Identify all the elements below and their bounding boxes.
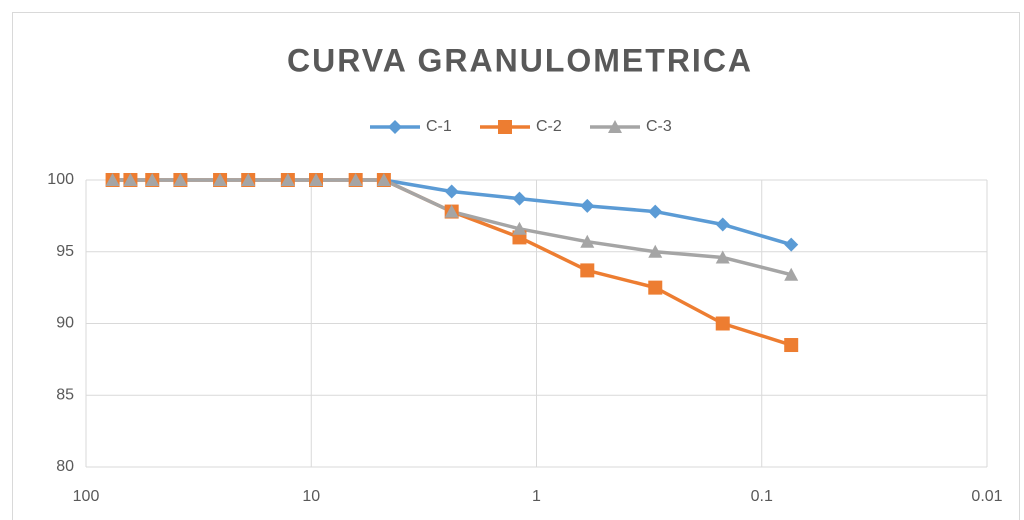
data-point — [580, 198, 595, 213]
y-tick-label: 85 — [56, 386, 74, 403]
y-tick-label: 95 — [56, 243, 74, 260]
data-point — [145, 173, 160, 186]
data-point — [648, 280, 663, 295]
x-tick-label: 10 — [302, 488, 320, 505]
y-tick-label: 80 — [56, 458, 74, 475]
y-tick-label: 90 — [56, 315, 74, 332]
data-point — [444, 204, 459, 218]
data-point — [444, 184, 459, 199]
chart-title: CURVA GRANULOMETRICA — [287, 42, 753, 78]
data-point — [512, 221, 527, 235]
data-point — [580, 263, 595, 278]
legend-marker — [388, 120, 402, 134]
data-point — [280, 173, 295, 186]
data-point — [715, 316, 730, 331]
legend-label: C-2 — [536, 118, 562, 135]
data-point — [648, 204, 663, 219]
data-point — [715, 217, 730, 232]
data-point — [784, 338, 799, 353]
data-point — [784, 267, 799, 281]
data-point — [512, 191, 527, 206]
legend-marker — [498, 120, 512, 134]
data-point — [173, 173, 188, 186]
data-point — [309, 173, 324, 186]
data-point — [105, 173, 120, 186]
y-tick-label: 100 — [47, 171, 74, 188]
series-line — [112, 178, 792, 277]
data-point — [715, 250, 730, 264]
data-point — [784, 237, 799, 252]
data-point — [241, 173, 256, 186]
legend-marker — [608, 120, 622, 133]
data-point — [348, 173, 363, 186]
x-tick-label: 1 — [532, 488, 541, 505]
x-tick-label: 0.01 — [971, 488, 1002, 505]
data-point — [213, 173, 228, 186]
x-tick-label: 100 — [73, 488, 100, 505]
data-point — [376, 173, 391, 186]
data-point — [648, 244, 663, 258]
legend-label: C-3 — [646, 118, 672, 135]
data-point — [580, 234, 595, 248]
x-tick-label: 0.1 — [751, 488, 773, 505]
legend-label: C-1 — [426, 118, 452, 135]
data-point — [123, 173, 138, 186]
chart-border — [12, 12, 1020, 520]
